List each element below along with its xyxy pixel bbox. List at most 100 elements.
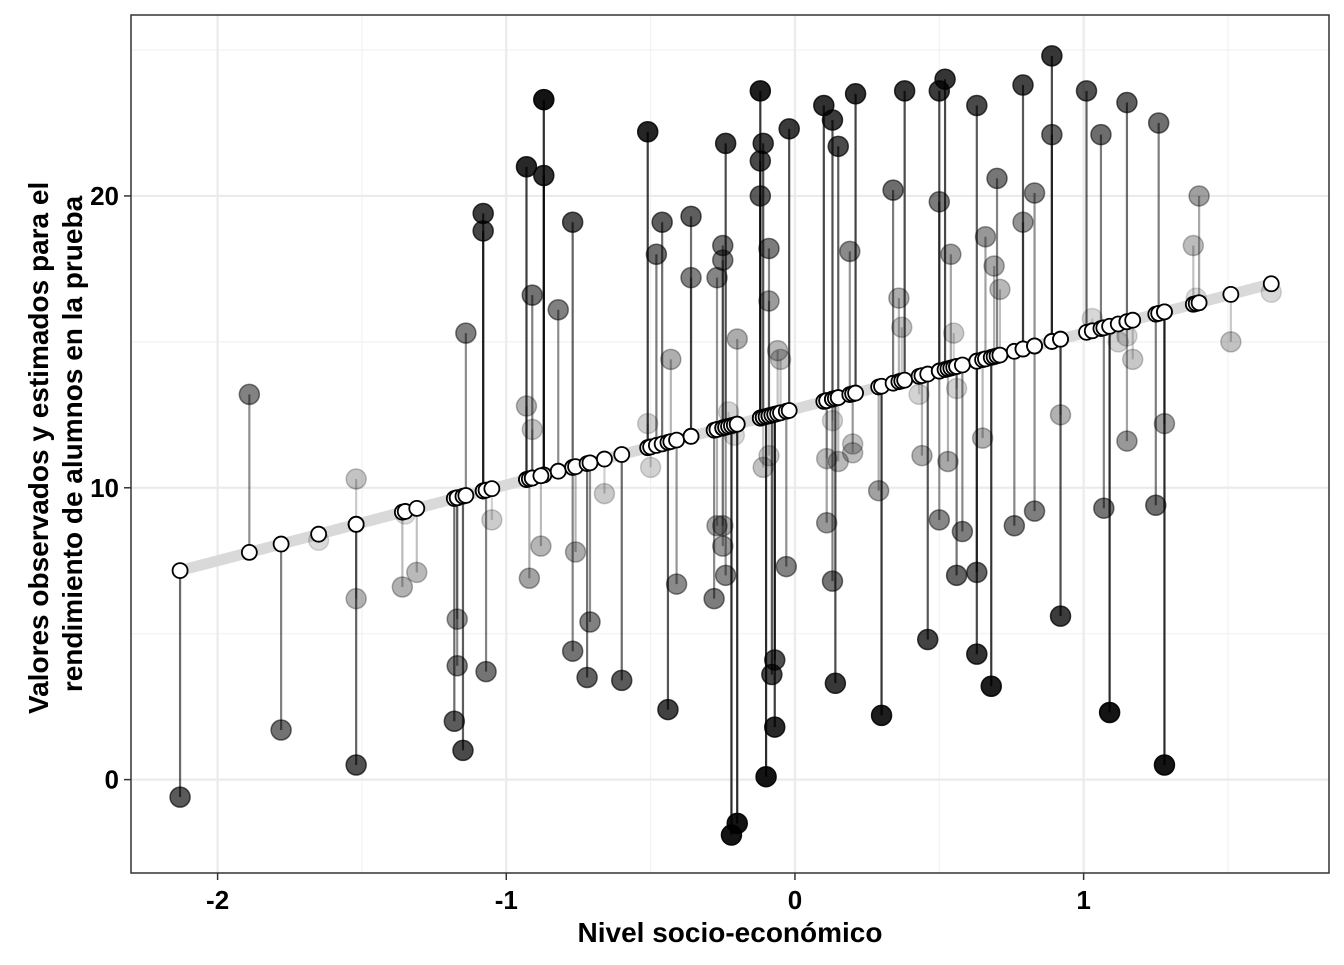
observed-point xyxy=(636,120,659,143)
observed-point xyxy=(937,450,959,473)
observed-point xyxy=(815,447,838,470)
observed-point xyxy=(752,456,774,479)
plot-border xyxy=(130,14,1330,874)
observed-point xyxy=(916,628,939,651)
observed-point xyxy=(749,80,772,102)
fitted-point xyxy=(728,415,746,433)
observed-point xyxy=(1075,80,1098,102)
observed-points xyxy=(169,45,1283,846)
observed-point xyxy=(726,328,748,350)
observed-point xyxy=(651,211,673,233)
observed-point xyxy=(657,698,679,721)
fitted-point xyxy=(668,431,685,449)
observed-point xyxy=(778,118,800,140)
observed-point xyxy=(547,299,569,321)
observed-point xyxy=(475,660,497,683)
observed-point xyxy=(446,608,468,630)
observed-point xyxy=(934,68,956,90)
observed-point xyxy=(703,587,725,610)
observed-point xyxy=(515,395,538,417)
observed-point xyxy=(989,278,1011,301)
observed-point xyxy=(714,132,737,155)
observed-point xyxy=(749,150,772,172)
observed-point xyxy=(775,555,798,578)
fitted-point xyxy=(896,371,914,389)
observed-point xyxy=(345,587,367,610)
observed-point xyxy=(951,520,974,543)
x-tick-label: 1 xyxy=(1076,885,1090,915)
observed-point xyxy=(966,561,988,584)
observed-point xyxy=(971,427,994,449)
fitted-point xyxy=(483,480,501,498)
fitted-point xyxy=(780,402,798,419)
observed-point xyxy=(593,482,616,505)
observed-point xyxy=(824,672,847,695)
observed-point xyxy=(518,567,541,589)
observed-point xyxy=(345,754,367,776)
fitted-point xyxy=(1052,330,1069,348)
observed-point xyxy=(966,643,988,665)
x-tick-label: 0 xyxy=(788,885,802,915)
observed-point xyxy=(844,83,867,105)
observed-point xyxy=(908,383,930,406)
fitted-point xyxy=(1124,311,1142,329)
observed-point xyxy=(1116,91,1138,114)
observed-point xyxy=(639,456,662,479)
observed-point xyxy=(636,412,659,435)
observed-point xyxy=(758,237,780,260)
observed-point xyxy=(665,573,688,595)
observed-point xyxy=(169,786,191,808)
observed-point xyxy=(888,287,910,309)
y-tick-label: 20 xyxy=(90,181,119,211)
x-axis-title: Nivel socio-económico xyxy=(578,917,883,948)
observed-point xyxy=(446,655,468,677)
observed-point xyxy=(533,88,555,111)
grid-major xyxy=(131,15,1329,873)
observed-point xyxy=(726,812,748,835)
observed-point xyxy=(841,433,864,455)
observed-point xyxy=(1023,500,1046,522)
fitted-point xyxy=(171,562,189,579)
observed-point xyxy=(660,348,682,371)
observed-point xyxy=(345,468,367,490)
y-axis-ticks: 0 10 20 xyxy=(90,181,131,795)
fitted-point xyxy=(549,462,567,480)
y-tick-label: 0 xyxy=(105,765,119,795)
x-axis-ticks: -2 -1 0 1 xyxy=(206,873,1091,915)
observed-point xyxy=(911,444,933,467)
observed-point xyxy=(986,167,1008,190)
observed-point xyxy=(821,409,844,432)
observed-point xyxy=(579,611,601,633)
observed-point xyxy=(940,243,962,266)
observed-point xyxy=(1093,497,1115,519)
fitted-point xyxy=(532,467,550,485)
observed-point xyxy=(455,322,477,344)
observed-point xyxy=(1090,123,1112,146)
observed-point xyxy=(821,109,844,131)
observed-point xyxy=(1153,754,1176,776)
observed-point xyxy=(576,666,598,689)
observed-point xyxy=(893,80,916,102)
observed-point xyxy=(1049,404,1072,426)
fitted-point xyxy=(240,543,258,561)
observed-point xyxy=(758,290,780,312)
observed-point xyxy=(766,339,789,362)
observed-point xyxy=(1116,430,1138,452)
observed-point xyxy=(1012,74,1034,96)
fitted-point xyxy=(457,487,475,504)
fitted-point xyxy=(1156,303,1173,321)
observed-point xyxy=(712,249,734,271)
observed-point xyxy=(1012,211,1034,233)
observed-point xyxy=(712,535,734,557)
x-tick-label: -2 xyxy=(206,885,229,915)
observed-point xyxy=(515,156,538,178)
fitted-point xyxy=(1190,294,1208,312)
observed-point xyxy=(839,240,861,263)
fitted-point xyxy=(272,535,290,553)
observed-point xyxy=(1220,331,1242,353)
observed-point xyxy=(1121,348,1144,371)
observed-point xyxy=(945,377,968,400)
observed-point xyxy=(942,322,965,344)
observed-point xyxy=(1041,45,1063,67)
